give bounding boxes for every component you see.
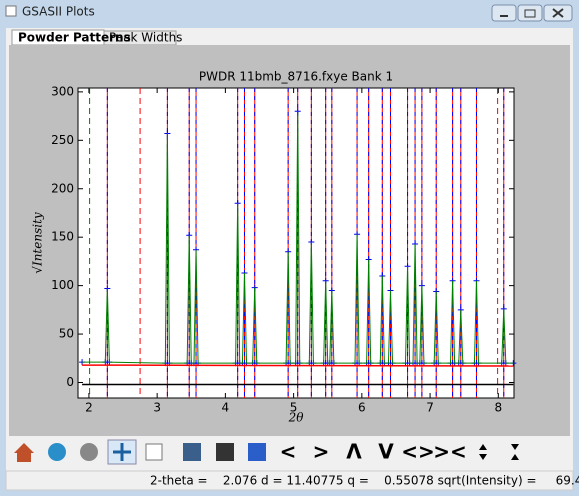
x-tick-label: 5 <box>290 401 298 415</box>
maximize-button[interactable] <box>517 4 543 22</box>
y-tick-label: 100 <box>51 278 74 292</box>
tab-label: Powder Patterns <box>18 31 131 45</box>
forward-button[interactable] <box>80 443 98 461</box>
minimize-button[interactable] <box>491 4 517 22</box>
x-tick-label: 4 <box>222 401 230 415</box>
icon <box>524 9 536 18</box>
y-tick-label: 200 <box>51 181 74 195</box>
save-button[interactable] <box>183 443 201 461</box>
plot: 2 3 4 5 6 7 8 0 50 100 150 200 250 300 <box>51 84 517 415</box>
y-tick-label: 150 <box>51 230 74 244</box>
icon <box>552 8 564 18</box>
toolbar-button-label: V <box>378 440 394 464</box>
x-tick-label: 8 <box>494 401 502 415</box>
toolbar-button-label: <> <box>401 440 435 464</box>
window-title: GSASII Plots <box>22 5 95 19</box>
key-button[interactable] <box>216 443 234 461</box>
toolbar <box>9 436 570 470</box>
y-tick-label: 250 <box>51 133 74 147</box>
chart-title: PWDR 11bmb_8716.fxye Bank 1 <box>199 70 393 84</box>
toolbar-button-label: >< <box>433 440 467 464</box>
x-tick-label: 3 <box>153 401 161 415</box>
status-bar <box>5 470 574 491</box>
series-line <box>82 364 514 367</box>
status-text: 2-theta = 2.076 d = 11.40775 q = 0.55078… <box>150 474 579 488</box>
x-tick-label: 2 <box>85 401 93 415</box>
y-tick-label: 0 <box>66 375 74 389</box>
home-button[interactable] <box>14 443 34 462</box>
x-axis-label: 2θ <box>288 411 305 425</box>
toolbar-button-label: < <box>280 440 297 464</box>
expand-button[interactable] <box>479 444 487 460</box>
x-tick-label: 6 <box>358 401 366 415</box>
icon <box>113 443 131 461</box>
toolbar-button-label: > <box>313 440 330 464</box>
zoom-button[interactable] <box>145 443 163 461</box>
y-axis-label: √Intensity <box>31 212 45 274</box>
y-tick-label: 300 <box>51 84 74 98</box>
x-tick-label: 7 <box>426 401 434 415</box>
back-button[interactable] <box>48 443 66 461</box>
y-tick-label: 50 <box>59 327 74 341</box>
shrink-button[interactable] <box>511 444 519 460</box>
toolbar-button-label: Λ <box>346 440 362 464</box>
observed-trace <box>82 111 514 364</box>
tab-label: Peak Widths <box>109 31 182 45</box>
help-button[interactable] <box>248 443 266 461</box>
app-icon <box>5 5 17 17</box>
